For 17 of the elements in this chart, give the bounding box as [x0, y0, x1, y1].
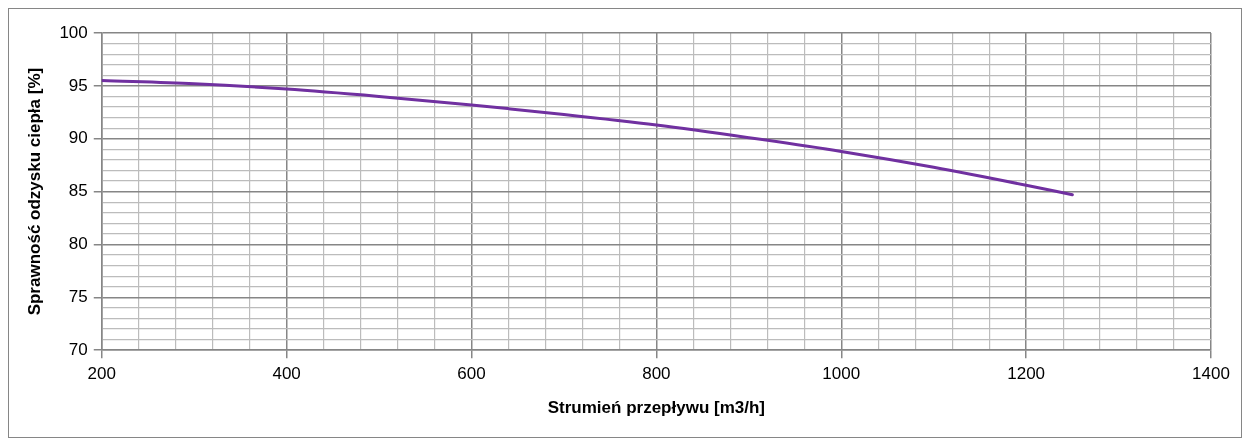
- y-tick-label: 95: [68, 75, 88, 95]
- y-tick-label: 70: [68, 339, 88, 359]
- x-tick-label: 200: [87, 364, 116, 384]
- x-tick-label: 400: [272, 364, 301, 384]
- line-series: [101, 79, 1074, 197]
- y-axis-title: Sprawność odzysku ciepła [%]: [24, 67, 44, 316]
- x-tick-label: 1000: [822, 364, 861, 384]
- x-tick-label: 1200: [1007, 364, 1046, 384]
- y-tick-label: 80: [68, 234, 88, 254]
- y-tick-label: 100: [59, 22, 88, 42]
- y-tick-label: 85: [68, 181, 88, 201]
- x-axis-title: Strumień przepływu [m3/h]: [547, 398, 766, 418]
- y-tick-label: 90: [68, 128, 88, 148]
- x-tick-label: 800: [642, 364, 671, 384]
- x-tick-label: 1400: [1192, 364, 1230, 384]
- y-tick-label: 75: [68, 287, 88, 307]
- x-tick-label: 600: [457, 364, 486, 384]
